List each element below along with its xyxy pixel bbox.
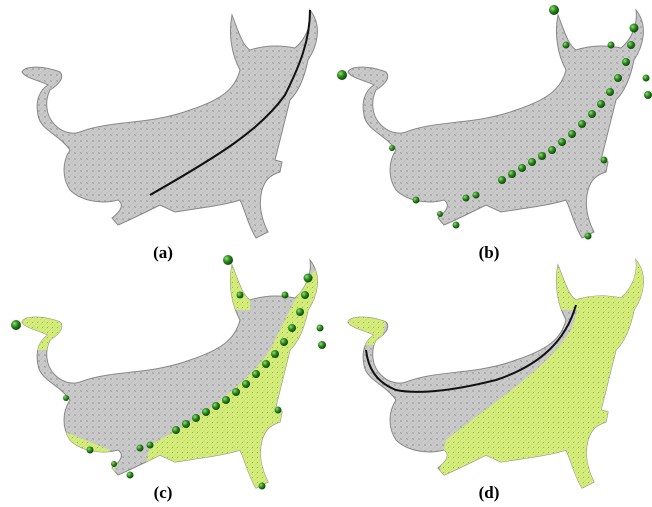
- panel-d: (d): [326, 250, 652, 502]
- panel-b: (b): [337, 5, 652, 262]
- caption: (a): [153, 243, 173, 262]
- bull-mesh: [22, 10, 317, 238]
- panel-a: (a): [22, 10, 317, 262]
- bull-mesh: [348, 10, 643, 238]
- figure: (a) (b) (c) (d): [0, 0, 652, 507]
- caption: (b): [479, 243, 500, 262]
- caption: (d): [479, 483, 500, 502]
- caption: (c): [154, 483, 173, 502]
- panel-c: (c): [0, 250, 330, 502]
